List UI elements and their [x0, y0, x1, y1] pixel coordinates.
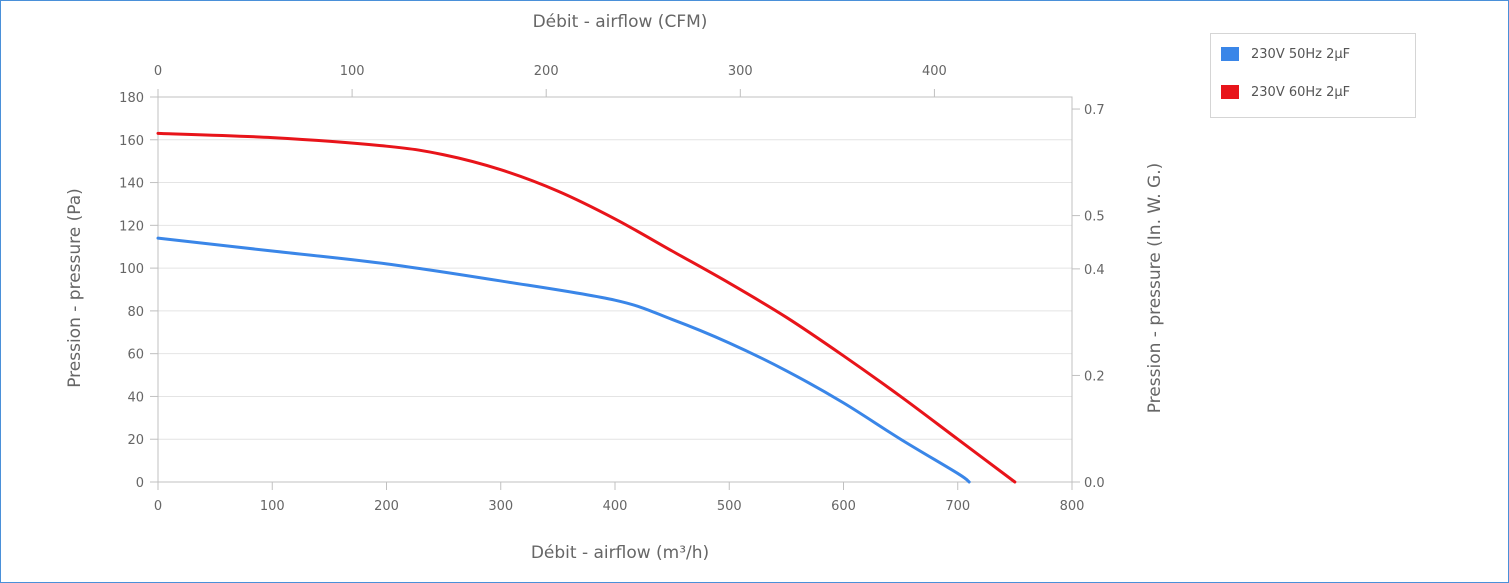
x-top-tick-label: 200 — [534, 64, 559, 79]
y-left-axis-title: Pression - pressure (Pa) — [65, 188, 85, 388]
legend-item-50hz[interactable]: 230V 50Hz 2μF — [1221, 44, 1350, 64]
y-right-tick-label: 0.0 — [1084, 476, 1105, 491]
y-right-tick-label: 0.4 — [1084, 263, 1105, 278]
y-left-tick-label: 0 — [136, 476, 144, 491]
y-left-tick-label: 140 — [119, 177, 144, 192]
legend-label-50hz: 230V 50Hz 2μF — [1251, 46, 1351, 62]
x-bottom-tick-label: 700 — [945, 499, 970, 514]
y-right-tick-label: 0.7 — [1084, 103, 1105, 118]
y-left-tick-label: 20 — [127, 433, 144, 448]
legend-swatch-50hz — [1221, 47, 1239, 61]
x-bottom-tick-label: 100 — [260, 499, 285, 514]
y-left-tick-label: 100 — [119, 262, 144, 277]
legend-label-60hz: 230V 60Hz 2μF — [1251, 84, 1351, 100]
y-right-axis-title: Pression - pressure (In. W. G.) — [1145, 163, 1165, 414]
x-bottom-tick-label: 600 — [831, 499, 856, 514]
series-line-1[interactable] — [156, 131, 1017, 484]
x-top-tick-label: 0 — [154, 64, 162, 79]
y-left-tick-label: 160 — [119, 134, 144, 149]
y-left-tick-label: 60 — [127, 348, 144, 363]
x-bottom-tick-label: 400 — [603, 499, 628, 514]
x-bottom-tick-label: 0 — [154, 499, 162, 514]
y-right-tick-label: 0.5 — [1084, 210, 1105, 225]
x-top-tick-label: 100 — [340, 64, 365, 79]
x-bottom-axis-title: Débit - airflow (m³/h) — [531, 543, 709, 563]
y-right-tick-label: 0.2 — [1084, 369, 1105, 384]
y-left-tick-label: 80 — [127, 305, 144, 320]
x-bottom-tick-label: 800 — [1060, 499, 1085, 514]
x-bottom-tick-label: 300 — [488, 499, 513, 514]
x-top-tick-label: 400 — [922, 64, 947, 79]
legend-swatch-60hz — [1221, 85, 1239, 99]
series-line-0[interactable] — [156, 236, 971, 484]
x-bottom-tick-label: 200 — [374, 499, 399, 514]
x-top-axis-title: Débit - airflow (CFM) — [533, 12, 708, 32]
legend-item-60hz[interactable]: 230V 60Hz 2μF — [1221, 82, 1350, 102]
y-left-tick-label: 180 — [119, 91, 144, 106]
plot-area — [157, 96, 1073, 483]
y-left-tick-label: 40 — [127, 390, 144, 405]
x-bottom-tick-label: 500 — [717, 499, 742, 514]
x-top-tick-label: 300 — [728, 64, 753, 79]
y-left-tick-label: 120 — [119, 219, 144, 234]
legend: 230V 50Hz 2μF 230V 60Hz 2μF — [1210, 33, 1416, 118]
